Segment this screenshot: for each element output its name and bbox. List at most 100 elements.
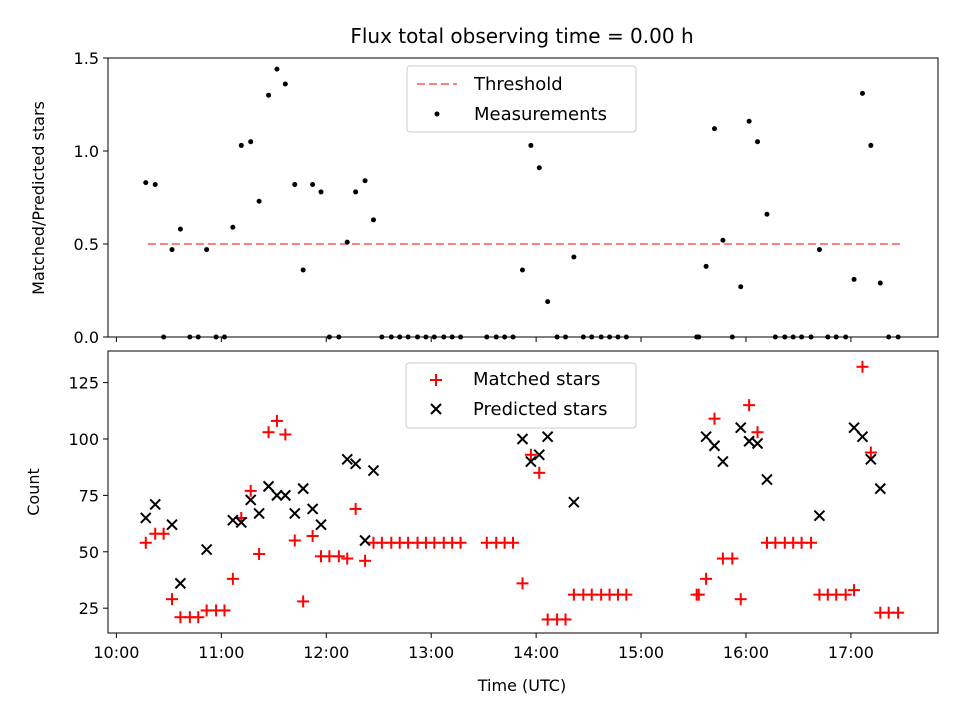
matched-star-point	[297, 595, 310, 608]
matched-star-point	[244, 484, 257, 497]
measurement-point	[755, 139, 761, 145]
legend-predicted-label: Predicted stars	[473, 399, 607, 420]
matched-star-point	[341, 552, 354, 565]
legend-measurements-label: Measurements	[474, 104, 607, 125]
measurement-point	[782, 334, 788, 340]
measurement-point	[423, 334, 429, 340]
top-legend: Threshold Measurements	[406, 65, 637, 133]
predicted-star-point	[813, 509, 826, 522]
matched-star-point	[559, 613, 572, 626]
matched-star-point	[726, 552, 739, 565]
measurement-point	[336, 334, 342, 340]
measurement-point	[859, 90, 865, 96]
predicted-star-point	[717, 455, 729, 468]
measurement-point	[161, 334, 167, 340]
measurement-point	[318, 189, 324, 195]
measurement-point	[746, 118, 752, 124]
predicted-star-point	[743, 435, 755, 447]
measurement-point	[623, 334, 629, 340]
measurement-point	[554, 334, 560, 340]
measurement-point	[266, 92, 272, 98]
measurement-point	[458, 334, 464, 340]
matched-star-point	[708, 412, 721, 425]
measurement-point	[808, 334, 814, 340]
measurement-point	[344, 239, 350, 245]
measurement-point	[248, 139, 254, 145]
top-y-tick-label: 0.5	[74, 235, 99, 254]
predicted-star-point	[700, 431, 712, 443]
predicted-star-point	[525, 455, 537, 468]
measurement-point	[843, 334, 849, 340]
measurement-point	[213, 334, 219, 340]
measurement-point	[868, 142, 874, 148]
predicted-star-point	[253, 507, 265, 520]
measurement-point	[895, 334, 901, 340]
legend-threshold-label: Threshold	[473, 74, 563, 95]
legend-matched-marker	[430, 374, 442, 386]
top-x-ticks	[115, 337, 852, 342]
legend-predicted-marker	[430, 403, 442, 415]
bottom-panel: 25 50 75 100 125 10:00 11:00 12:00 13:00 14:00 15…	[24, 350, 939, 695]
measurement-point	[195, 334, 201, 340]
predicted-star-point	[568, 496, 580, 508]
matched-star-point	[192, 611, 205, 624]
predicted-star-point	[865, 453, 877, 465]
measurement-point	[799, 334, 805, 340]
matched-star-point	[226, 572, 239, 585]
predicted-star-point	[541, 431, 554, 443]
measurement-point	[484, 334, 490, 340]
measurement-point	[379, 334, 385, 340]
matched-star-point	[279, 428, 292, 441]
measurement-point	[519, 267, 525, 273]
top-plot-frame	[107, 57, 939, 338]
x-tick-label: 11:00	[198, 643, 244, 662]
matched-star-point	[270, 414, 283, 427]
matched-star-point	[507, 536, 520, 549]
measurement-point	[405, 334, 411, 340]
measurement-point	[877, 280, 883, 286]
top-panel: Flux total observing time = 0.00 h 0.00.…	[29, 24, 939, 347]
predicted-star-point	[533, 449, 545, 461]
measurement-point	[825, 334, 831, 340]
measurement-point	[169, 247, 175, 253]
measurement-point	[816, 247, 822, 253]
matched-star-point	[533, 466, 546, 479]
measurement-point	[353, 189, 359, 195]
measurement-point	[598, 334, 604, 340]
measurement-point	[615, 334, 621, 340]
measurement-point	[589, 334, 595, 340]
predicted-star-point	[244, 494, 257, 506]
measurement-points	[143, 66, 901, 340]
matched-star-point	[848, 584, 861, 597]
predicted-star-point	[315, 519, 327, 531]
measurement-point	[238, 142, 244, 148]
bottom-y-ticks: 25 50 75 100 125	[68, 374, 108, 618]
predicted-star-point	[262, 480, 275, 493]
measurement-point	[772, 334, 778, 340]
matched-star-point	[700, 572, 713, 585]
measurement-point	[493, 334, 499, 340]
measurement-point	[510, 334, 516, 340]
bottom-plot-frame	[107, 350, 939, 634]
bottom-y-tick-label: 50	[79, 543, 99, 562]
bottom-y-tick-label: 125	[68, 374, 99, 393]
predicted-star-point	[516, 433, 529, 445]
measurement-point	[441, 334, 447, 340]
measurement-point	[256, 198, 262, 204]
top-y-tick-label: 1.0	[74, 142, 99, 161]
measurement-point	[292, 181, 298, 187]
matched-star-point	[139, 536, 152, 549]
x-tick-label: 12:00	[303, 643, 349, 662]
measurement-point	[415, 334, 421, 340]
measurement-point	[607, 334, 613, 340]
matched-star-point	[856, 360, 869, 373]
predicted-star-point	[140, 512, 152, 524]
measurement-point	[703, 263, 709, 269]
predicted-star-point	[751, 437, 764, 450]
predicted-star-point	[367, 464, 380, 477]
matched-star-point	[892, 606, 905, 619]
measurement-point	[729, 334, 735, 340]
matched-star-point	[839, 588, 852, 601]
predicted-star-point	[235, 516, 247, 529]
